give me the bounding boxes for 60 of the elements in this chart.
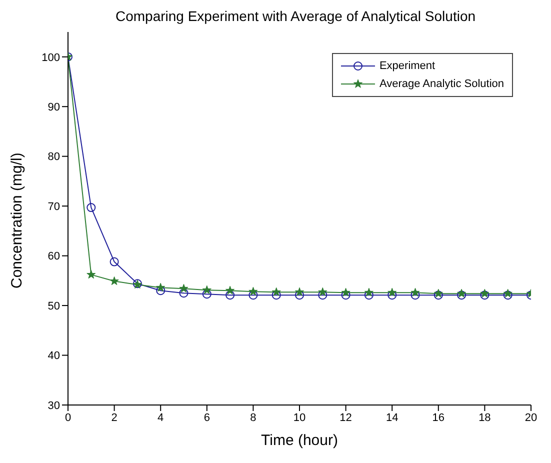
y-tick-label: 60: [48, 250, 60, 263]
point: [202, 290, 212, 299]
y-axis-title: Concentration (mg/l): [8, 152, 26, 288]
point: [457, 288, 466, 298]
point: [434, 288, 443, 298]
point: [388, 288, 397, 296]
point: [295, 290, 304, 300]
point: [202, 285, 212, 294]
point: [179, 284, 188, 293]
x-tick-label: 14: [386, 412, 398, 424]
point: [156, 282, 166, 292]
x-tick-label: 10: [293, 412, 306, 424]
point: [364, 290, 374, 300]
legend-label: Average Analytic Solution: [379, 78, 504, 90]
y-tick-label: 90: [48, 102, 60, 114]
x-tick-label: 20: [524, 412, 538, 424]
y-tick-label: 50: [48, 300, 60, 312]
point: [248, 286, 258, 296]
point: [388, 290, 397, 300]
point: [457, 290, 466, 300]
x-tick-label: 6: [204, 412, 210, 424]
point: [503, 288, 512, 298]
point: [226, 290, 235, 300]
y-tick-label: 80: [48, 151, 60, 164]
y-tick-label: 70: [48, 200, 60, 213]
x-tick-label: 4: [158, 412, 164, 424]
x-tick-label: 18: [478, 412, 491, 424]
point: [503, 290, 512, 300]
point: [179, 288, 188, 298]
point: [86, 203, 96, 212]
point: [434, 290, 443, 300]
x-tick-label: 0: [64, 412, 72, 424]
x-axis-title: Time (hour): [261, 432, 338, 449]
y-tick-label: 30: [48, 400, 60, 412]
point: [156, 286, 166, 296]
point: [86, 270, 96, 279]
y-tick-label: 40: [48, 350, 60, 362]
x-tick-label: 12: [340, 412, 352, 424]
point: [294, 287, 304, 296]
point: [341, 290, 350, 300]
point: [364, 288, 374, 296]
point: [480, 288, 490, 298]
y-tick-label: 100: [42, 52, 60, 64]
x-tick-label: 16: [432, 412, 445, 424]
point: [410, 290, 420, 300]
point: [110, 257, 119, 266]
x-tick-label: 2: [111, 412, 118, 424]
point: [318, 287, 328, 296]
chart-title: Comparing Experiment with Average of Analytical Solution: [114, 8, 477, 26]
point: [272, 290, 281, 300]
point: [272, 287, 281, 296]
point: [110, 276, 119, 286]
point: [410, 288, 420, 296]
legend-label: Experiment: [379, 60, 436, 72]
x-tick-label: 8: [250, 412, 256, 424]
point: [248, 290, 258, 300]
point: [341, 288, 350, 296]
point: [226, 286, 235, 295]
point: [480, 290, 490, 300]
point: [318, 290, 328, 300]
